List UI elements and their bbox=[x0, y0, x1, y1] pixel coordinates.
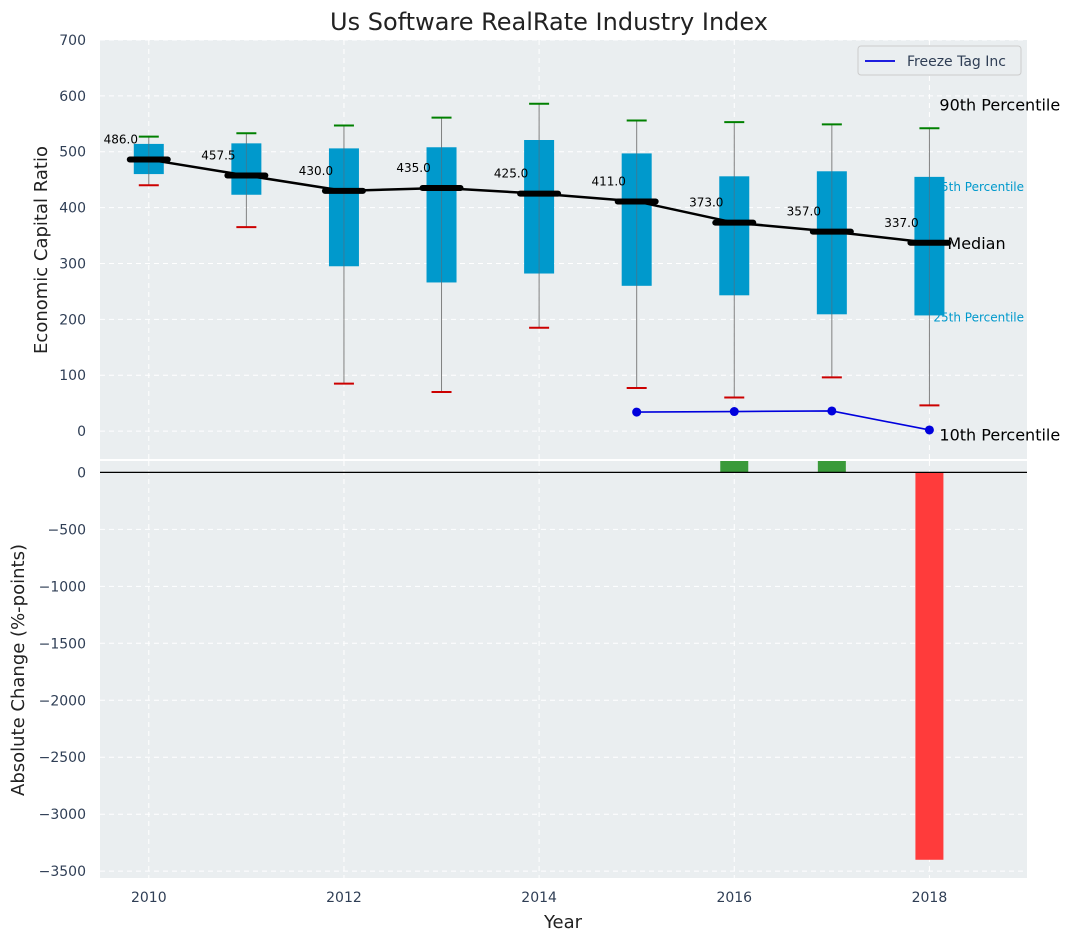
change-bar bbox=[915, 472, 944, 860]
x-tick-label: 2014 bbox=[521, 890, 557, 906]
top-y-tick-label: 100 bbox=[59, 368, 86, 384]
legend-entry-label: Freeze Tag Inc bbox=[907, 54, 1006, 70]
top-y-tick-label: 400 bbox=[59, 201, 86, 217]
median-annotation: Median bbox=[947, 234, 1005, 253]
top-y-tick-label: 500 bbox=[59, 145, 86, 161]
bottom-y-tick-label: 0 bbox=[77, 465, 86, 481]
top-y-tick-label: 700 bbox=[59, 33, 86, 49]
top-y-axis-label: Economic Capital Ratio bbox=[31, 146, 52, 354]
company-series-point bbox=[924, 425, 934, 435]
company-series-point bbox=[827, 406, 837, 416]
median-value-label: 457.5 bbox=[201, 148, 235, 162]
company-series-point bbox=[632, 407, 642, 417]
median-value-label: 435.0 bbox=[396, 161, 430, 175]
bottom-y-tick-label: −2500 bbox=[39, 750, 86, 766]
absolute-change-panel: 0 −500 −1000 −1500 −2000 −2500 −3000 −3500 2010 2… bbox=[39, 461, 1027, 906]
p90-annotation: 90th Percentile bbox=[939, 95, 1060, 114]
bottom-plot-background bbox=[100, 461, 1027, 878]
p25-annotation: 25th Percentile bbox=[933, 310, 1024, 324]
company-series-line bbox=[636, 410, 930, 431]
median-value-label: 425.0 bbox=[494, 167, 528, 181]
top-y-tick-label: 0 bbox=[77, 424, 86, 440]
bottom-y-tick-label: −500 bbox=[48, 522, 86, 538]
legend-box bbox=[857, 45, 1022, 76]
p10-annotation: 10th Percentile bbox=[939, 425, 1060, 444]
chart-title: Us Software RealRate Industry Index bbox=[330, 8, 768, 36]
x-tick-label: 2012 bbox=[326, 890, 362, 906]
bottom-y-tick-label: −2000 bbox=[39, 693, 86, 709]
top-plot-background bbox=[100, 40, 1027, 459]
median-value-label: 357.0 bbox=[787, 205, 821, 219]
legend: Freeze Tag Inc bbox=[857, 45, 1022, 76]
median-value-label: 337.0 bbox=[884, 216, 918, 230]
box-plot-panel: 0 100 200 300 400 500 600 700 486.0 457.5 430.0 435… bbox=[59, 33, 1060, 459]
bottom-y-axis-label: Absolute Change (%-points) bbox=[8, 544, 29, 796]
median-value-label: 430.0 bbox=[299, 164, 333, 178]
p75-annotation: 75th Percentile bbox=[933, 180, 1024, 194]
bottom-y-tick-label: −3500 bbox=[39, 864, 86, 880]
x-axis-label: Year bbox=[543, 912, 583, 933]
median-value-label: 486.0 bbox=[104, 133, 138, 147]
change-bar bbox=[720, 461, 749, 473]
median-value-label: 411.0 bbox=[592, 174, 626, 188]
top-y-tick-label: 200 bbox=[59, 312, 86, 328]
bottom-y-tick-label: −1000 bbox=[39, 579, 86, 595]
x-tick-label: 2010 bbox=[131, 890, 167, 906]
change-bar bbox=[817, 461, 846, 473]
x-tick-label: 2018 bbox=[912, 890, 948, 906]
bottom-y-tick-label: −3000 bbox=[39, 807, 86, 823]
bottom-y-tick-label: −1500 bbox=[39, 636, 86, 652]
x-tick-label: 2016 bbox=[716, 890, 752, 906]
top-y-tick-label: 600 bbox=[59, 89, 86, 105]
company-series-point bbox=[729, 407, 739, 417]
median-value-label: 373.0 bbox=[689, 196, 723, 210]
top-y-tick-label: 300 bbox=[59, 256, 86, 272]
